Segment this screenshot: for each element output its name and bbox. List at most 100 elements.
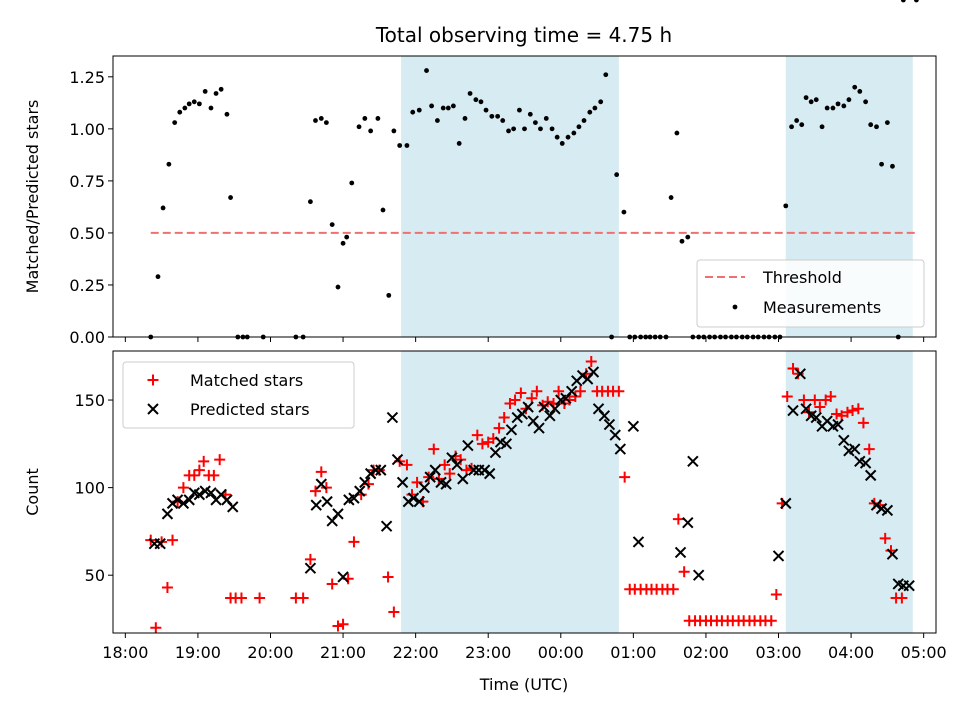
- data-point: [202, 88, 208, 94]
- data-point: [493, 422, 505, 434]
- data-point: [446, 452, 458, 464]
- data-point: [315, 478, 327, 490]
- data-point: [890, 163, 895, 169]
- data-point: [824, 105, 830, 111]
- x-tick-label: 05:00: [901, 643, 947, 662]
- legend-matched-swatch: [147, 374, 159, 386]
- data-point: [456, 141, 462, 146]
- data-point: [191, 99, 197, 105]
- data-point: [565, 385, 578, 397]
- data-point: [166, 161, 172, 167]
- data-point: [896, 592, 908, 604]
- data-point: [318, 116, 324, 121]
- data-point: [526, 392, 538, 404]
- data-point: [846, 97, 852, 103]
- data-point: [478, 99, 484, 105]
- data-point: [836, 410, 848, 422]
- data-point: [576, 124, 582, 130]
- data-point: [177, 497, 190, 510]
- data-point: [598, 410, 611, 422]
- data-point: [320, 482, 332, 494]
- data-point: [554, 134, 560, 140]
- chart-title: Total observing time = 4.75 h: [375, 23, 672, 47]
- data-point: [585, 356, 597, 368]
- data-point: [879, 161, 884, 167]
- data-point: [859, 457, 872, 469]
- y-tick-label: 0.75: [69, 172, 105, 191]
- data-point: [208, 469, 220, 481]
- y-tick-label: 0.50: [69, 224, 105, 243]
- data-point: [186, 101, 192, 107]
- data-point: [849, 443, 861, 455]
- data-point: [416, 107, 422, 113]
- y-axis-label: Count: [23, 468, 42, 516]
- data-point: [787, 363, 799, 375]
- data-point: [214, 454, 226, 466]
- data-point: [685, 234, 691, 240]
- data-point: [835, 101, 841, 107]
- data-point: [193, 464, 205, 476]
- data-point: [783, 203, 789, 209]
- data-point: [544, 410, 556, 422]
- data-point: [429, 103, 435, 109]
- data-point: [781, 391, 793, 403]
- data-point: [386, 411, 399, 424]
- data-point: [457, 473, 469, 485]
- data-point: [687, 455, 699, 468]
- data-point: [404, 143, 410, 148]
- data-point: [549, 126, 555, 132]
- data-point: [424, 471, 436, 483]
- data-point: [857, 88, 863, 94]
- data-point: [362, 478, 374, 490]
- data-point: [857, 417, 869, 429]
- data-point: [310, 499, 322, 511]
- data-point: [401, 459, 413, 471]
- data-point: [498, 412, 510, 424]
- x-tick-label: 20:00: [247, 643, 293, 662]
- data-point: [218, 86, 224, 92]
- data-point: [332, 508, 344, 520]
- data-point: [435, 118, 440, 123]
- data-point: [205, 487, 217, 499]
- data-point: [531, 385, 543, 397]
- data-point: [418, 481, 431, 494]
- data-point: [874, 124, 879, 130]
- data-point: [852, 84, 858, 90]
- data-point: [337, 618, 349, 630]
- data-point: [627, 420, 640, 433]
- data-point: [224, 111, 230, 117]
- data-point: [386, 292, 392, 298]
- data-point: [614, 172, 620, 178]
- legend-box: [696, 259, 925, 328]
- data-point: [160, 205, 166, 211]
- x-tick-label: 19:00: [175, 643, 221, 662]
- y-tick-label: 50: [85, 566, 105, 585]
- data-point: [813, 97, 819, 103]
- data-point: [171, 494, 184, 506]
- data-point: [803, 95, 809, 101]
- x-tick-label: 23:00: [465, 643, 511, 662]
- data-point: [326, 578, 338, 590]
- data-point: [254, 592, 266, 604]
- data-point: [667, 583, 679, 595]
- data-point: [789, 124, 794, 130]
- data-point: [847, 405, 859, 417]
- data-point: [576, 369, 589, 382]
- data-point: [354, 485, 366, 497]
- data-point: [506, 128, 511, 134]
- data-point: [450, 103, 456, 109]
- x-tick-label: 02:00: [683, 643, 729, 662]
- series-matched-stars: [145, 356, 908, 634]
- data-point: [382, 571, 394, 583]
- data-point: [809, 394, 821, 406]
- data-point: [538, 401, 550, 413]
- data-point: [428, 443, 440, 455]
- data-point: [511, 126, 517, 132]
- data-point: [780, 497, 792, 510]
- observing-window-shade: [785, 351, 913, 633]
- legend-label: Predicted stars: [190, 400, 310, 419]
- x-tick-label: 22:00: [393, 643, 439, 662]
- data-point: [161, 508, 174, 520]
- data-point: [838, 434, 850, 447]
- data-point: [587, 109, 593, 115]
